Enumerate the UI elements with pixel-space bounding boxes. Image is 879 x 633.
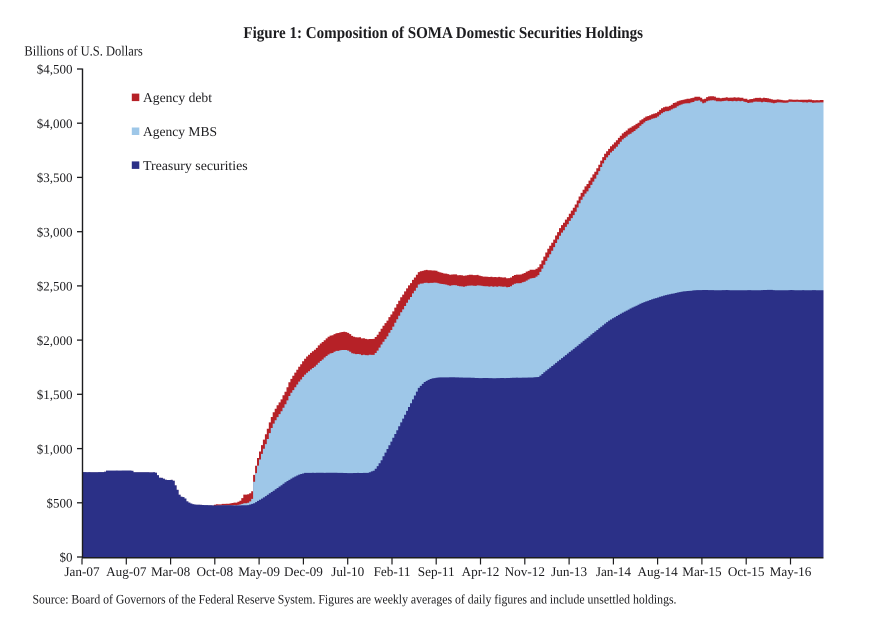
svg-text:Aug-07: Aug-07 bbox=[106, 564, 147, 579]
svg-text:$1,000: $1,000 bbox=[37, 441, 73, 456]
svg-text:Oct-08: Oct-08 bbox=[196, 564, 233, 579]
svg-text:Figure 1: Composition of SOMA: Figure 1: Composition of SOMA Domestic S… bbox=[243, 23, 643, 42]
svg-text:Jan-14: Jan-14 bbox=[596, 564, 632, 579]
svg-text:$500: $500 bbox=[47, 496, 73, 511]
svg-text:Mar-15: Mar-15 bbox=[682, 564, 722, 579]
svg-text:May-09: May-09 bbox=[238, 564, 280, 579]
svg-text:$4,000: $4,000 bbox=[37, 116, 73, 131]
svg-text:$0: $0 bbox=[60, 550, 73, 565]
svg-text:Agency debt: Agency debt bbox=[143, 90, 212, 105]
svg-text:Billions of U.S. Dollars: Billions of U.S. Dollars bbox=[24, 44, 142, 59]
svg-text:Jan-07: Jan-07 bbox=[64, 564, 100, 579]
svg-text:Feb-11: Feb-11 bbox=[374, 564, 411, 579]
svg-text:Source: Board of Governors of: Source: Board of Governors of the Federa… bbox=[33, 592, 677, 607]
svg-text:$3,000: $3,000 bbox=[37, 224, 73, 239]
svg-text:$4,500: $4,500 bbox=[37, 62, 73, 77]
svg-text:$1,500: $1,500 bbox=[37, 387, 73, 402]
svg-text:Jul-10: Jul-10 bbox=[331, 564, 364, 579]
svg-text:Nov-12: Nov-12 bbox=[505, 564, 545, 579]
svg-text:Treasury securities: Treasury securities bbox=[143, 158, 248, 173]
svg-text:Oct-15: Oct-15 bbox=[728, 564, 765, 579]
svg-text:Aug-14: Aug-14 bbox=[637, 564, 678, 579]
svg-text:May-16: May-16 bbox=[770, 564, 812, 579]
svg-text:$2,500: $2,500 bbox=[37, 279, 73, 294]
svg-text:Dec-09: Dec-09 bbox=[284, 564, 323, 579]
svg-text:Mar-08: Mar-08 bbox=[151, 564, 191, 579]
svg-text:$3,500: $3,500 bbox=[37, 170, 73, 185]
svg-text:Jun-13: Jun-13 bbox=[551, 564, 587, 579]
svg-text:$2,000: $2,000 bbox=[37, 333, 73, 348]
svg-text:Apr-12: Apr-12 bbox=[462, 564, 500, 579]
svg-text:Sep-11: Sep-11 bbox=[418, 564, 455, 579]
svg-text:Agency MBS: Agency MBS bbox=[143, 124, 217, 139]
